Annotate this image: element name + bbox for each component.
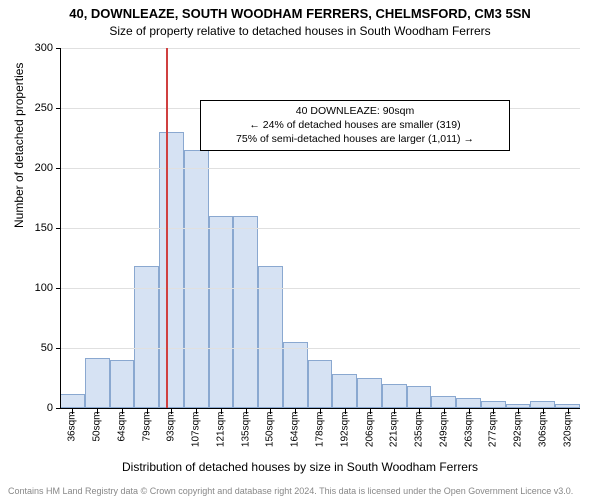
y-tick bbox=[56, 168, 61, 169]
y-tick bbox=[56, 228, 61, 229]
gridline bbox=[60, 168, 580, 169]
x-tick-label: 320sqm bbox=[562, 412, 573, 462]
y-axis-label: Number of detached properties bbox=[12, 63, 26, 228]
histogram-bar bbox=[431, 396, 456, 408]
x-tick-label: 263sqm bbox=[463, 412, 474, 462]
gridline bbox=[60, 348, 580, 349]
y-tick bbox=[56, 288, 61, 289]
x-tick-label: 221sqm bbox=[389, 412, 400, 462]
callout-box: 40 DOWNLEAZE: 90sqm ← 24% of detached ho… bbox=[200, 100, 510, 151]
x-tick-label: 306sqm bbox=[537, 412, 548, 462]
callout-line3: 75% of semi-detached houses are larger (… bbox=[205, 132, 505, 146]
x-tick-label: 235sqm bbox=[414, 412, 425, 462]
gridline bbox=[60, 228, 580, 229]
x-tick-label: 50sqm bbox=[92, 412, 103, 462]
license-text: Contains HM Land Registry data © Crown c… bbox=[8, 486, 573, 496]
histogram-bar bbox=[530, 401, 555, 408]
y-tick-label: 300 bbox=[13, 42, 53, 54]
histogram-bar bbox=[407, 386, 432, 408]
histogram-bar bbox=[456, 398, 481, 408]
histogram-bar bbox=[159, 132, 184, 408]
histogram-bar bbox=[382, 384, 407, 408]
histogram-bar bbox=[184, 150, 209, 408]
y-tick bbox=[56, 348, 61, 349]
histogram-bar bbox=[110, 360, 135, 408]
histogram-bar bbox=[481, 401, 506, 408]
histogram-bar bbox=[308, 360, 333, 408]
x-tick-label: 107sqm bbox=[191, 412, 202, 462]
x-tick-label: 150sqm bbox=[265, 412, 276, 462]
y-tick-label: 0 bbox=[13, 402, 53, 414]
x-tick-label: 178sqm bbox=[315, 412, 326, 462]
x-tick-label: 93sqm bbox=[166, 412, 177, 462]
x-tick-label: 135sqm bbox=[240, 412, 251, 462]
histogram-plot: 40 DOWNLEAZE: 90sqm ← 24% of detached ho… bbox=[60, 48, 580, 408]
x-tick-label: 206sqm bbox=[364, 412, 375, 462]
y-tick bbox=[56, 48, 61, 49]
x-tick-label: 121sqm bbox=[215, 412, 226, 462]
title-line1: 40, DOWNLEAZE, SOUTH WOODHAM FERRERS, CH… bbox=[0, 6, 600, 21]
histogram-bar bbox=[357, 378, 382, 408]
x-tick-label: 249sqm bbox=[438, 412, 449, 462]
x-axis: 36sqm50sqm64sqm79sqm93sqm107sqm121sqm135… bbox=[60, 408, 580, 409]
histogram-bar bbox=[209, 216, 234, 408]
x-tick-label: 36sqm bbox=[67, 412, 78, 462]
histogram-bar bbox=[332, 374, 357, 408]
y-tick-label: 50 bbox=[13, 342, 53, 354]
gridline bbox=[60, 48, 580, 49]
x-tick-label: 164sqm bbox=[290, 412, 301, 462]
x-axis-label: Distribution of detached houses by size … bbox=[0, 460, 600, 474]
histogram-bar bbox=[283, 342, 308, 408]
title-line2: Size of property relative to detached ho… bbox=[0, 24, 600, 38]
x-tick-label: 277sqm bbox=[488, 412, 499, 462]
x-tick-label: 79sqm bbox=[141, 412, 152, 462]
histogram-bar bbox=[85, 358, 110, 408]
callout-line1: 40 DOWNLEAZE: 90sqm bbox=[205, 104, 505, 118]
histogram-bar bbox=[233, 216, 258, 408]
callout-line2: ← 24% of detached houses are smaller (31… bbox=[205, 118, 505, 132]
x-tick-label: 64sqm bbox=[116, 412, 127, 462]
histogram-bar bbox=[60, 394, 85, 408]
y-tick-label: 100 bbox=[13, 282, 53, 294]
y-axis: 050100150200250300 bbox=[60, 48, 61, 408]
gridline bbox=[60, 288, 580, 289]
x-tick-label: 292sqm bbox=[513, 412, 524, 462]
marker-line bbox=[166, 48, 168, 408]
y-tick bbox=[56, 108, 61, 109]
x-tick-label: 192sqm bbox=[339, 412, 350, 462]
